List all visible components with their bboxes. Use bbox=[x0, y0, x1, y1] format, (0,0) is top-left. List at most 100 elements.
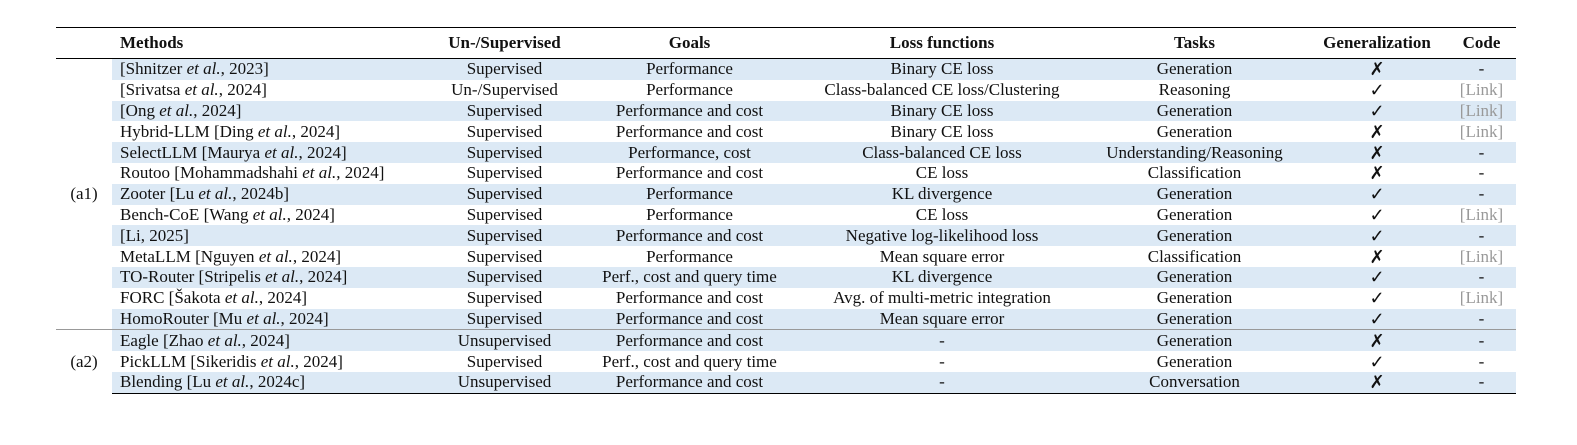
task-cell: Understanding/Reasoning bbox=[1082, 142, 1307, 163]
code-cell: - bbox=[1447, 329, 1516, 352]
table-row: [Li, 2025] Supervised Performance and cost… bbox=[56, 225, 1516, 247]
method-etal: et al. bbox=[186, 59, 221, 79]
method-etal: et al. bbox=[258, 246, 293, 266]
group-label: (a1) bbox=[56, 58, 112, 330]
table-row: Bench-CoE [Wang et al., 2024] Supervised P… bbox=[56, 205, 1516, 226]
method-cell: [Ong et al., 2024] bbox=[112, 100, 432, 122]
method-name: Zooter [Lu bbox=[120, 184, 199, 204]
method-etal: et al. bbox=[207, 330, 242, 350]
header-row: Methods Un-/Supervised Goals Loss functi… bbox=[56, 27, 1516, 59]
task-cell: Generation bbox=[1082, 183, 1307, 205]
method-etal: et al. bbox=[224, 288, 259, 308]
code-link[interactable]: [Link] bbox=[1459, 288, 1504, 308]
loss-cell: Mean square error bbox=[879, 246, 1005, 266]
generalization-mark: ✗ bbox=[1369, 246, 1385, 267]
method-name: TO-Router [Stripelis bbox=[120, 267, 266, 287]
method-name: Eagle [Zhao bbox=[120, 330, 208, 350]
code-cell: - bbox=[1478, 351, 1485, 371]
method-name: SelectLLM [Maurya bbox=[120, 142, 265, 162]
generalization-mark: ✓ bbox=[1307, 183, 1447, 205]
table-row: Blending [Lu et al., 2024c] Unsupervised P… bbox=[56, 371, 1516, 394]
goals-cell: Performance bbox=[646, 246, 733, 266]
method-etal: et al. bbox=[257, 121, 292, 141]
table-header: Methods Un-/Supervised Goals Loss functi… bbox=[56, 27, 1516, 59]
supervision-cell: Supervised bbox=[466, 351, 543, 371]
method-citation: , 2024] bbox=[280, 308, 329, 328]
method-etal: et al. bbox=[215, 372, 250, 392]
supervision-cell: Unsupervised bbox=[432, 371, 577, 394]
method-citation: , 2024] bbox=[193, 100, 242, 120]
method-name: Blending [Lu bbox=[120, 372, 216, 392]
method-citation: , 2024] bbox=[258, 288, 308, 308]
loss-cell: - bbox=[802, 371, 1082, 394]
task-cell: Reasoning bbox=[1158, 80, 1231, 100]
task-cell: Generation bbox=[1082, 58, 1307, 80]
goals-cell: Performance and cost bbox=[615, 121, 764, 141]
goals-cell: Performance and cost bbox=[577, 308, 802, 330]
method-citation: , 2023] bbox=[220, 59, 269, 79]
goals-cell: Performance bbox=[577, 58, 802, 80]
table-row: HomoRouter [Mu et al., 2024] Supervised Pe… bbox=[56, 308, 1516, 330]
generalization-mark: ✗ bbox=[1307, 329, 1447, 352]
supervision-cell: Supervised bbox=[466, 163, 543, 183]
task-cell: Generation bbox=[1156, 204, 1233, 224]
code-cell: - bbox=[1447, 266, 1516, 288]
code-link[interactable]: [Link] bbox=[1459, 246, 1504, 266]
generalization-mark: ✓ bbox=[1369, 204, 1385, 225]
method-name: [Li, 2025] bbox=[120, 225, 189, 245]
loss-cell: Class-balanced CE loss bbox=[802, 142, 1082, 163]
method-name: HomoRouter [Mu bbox=[120, 308, 247, 328]
code-cell: - bbox=[1447, 225, 1516, 247]
supervision-cell: Supervised bbox=[432, 100, 577, 122]
method-name: [Shnitzer bbox=[120, 59, 187, 79]
generalization-mark: ✓ bbox=[1369, 80, 1385, 101]
method-name: MetaLLM [Nguyen bbox=[120, 246, 259, 266]
header-tasks: Tasks bbox=[1174, 33, 1215, 52]
table-row: Routoo [Mohammadshahi et al., 2024] Super… bbox=[56, 163, 1516, 184]
loss-cell: - bbox=[802, 329, 1082, 352]
goals-cell: Perf., cost and query time bbox=[577, 266, 802, 288]
header-methods: Methods bbox=[120, 33, 184, 52]
supervision-cell: Supervised bbox=[432, 58, 577, 80]
supervision-cell: Supervised bbox=[432, 225, 577, 247]
supervision-cell: Supervised bbox=[466, 288, 543, 308]
code-cell: - bbox=[1447, 142, 1516, 163]
goals-cell: Performance bbox=[646, 204, 733, 224]
table-row: MetaLLM [Nguyen et al., 2024] Supervised P… bbox=[56, 246, 1516, 267]
method-etal: et al. bbox=[302, 163, 337, 183]
generalization-mark: ✓ bbox=[1307, 100, 1447, 122]
method-etal: et al. bbox=[159, 100, 194, 120]
method-etal: et al. bbox=[184, 80, 219, 100]
code-link[interactable]: [Link] bbox=[1459, 121, 1504, 141]
loss-cell: - bbox=[939, 351, 945, 371]
method-cell: FORC [Šakota et al., 2024] bbox=[112, 288, 432, 309]
method-cell: [Li, 2025] bbox=[112, 225, 432, 247]
method-cell: Bench-CoE [Wang et al., 2024] bbox=[112, 205, 432, 226]
generalization-mark: ✗ bbox=[1369, 121, 1385, 142]
loss-cell: KL divergence bbox=[802, 266, 1082, 288]
task-cell: Generation bbox=[1082, 329, 1307, 352]
method-cell: Hybrid-LLM [Ding et al., 2024] bbox=[112, 121, 432, 142]
table-row: [Srivatsa et al., 2024] Un-/Supervised Per… bbox=[56, 80, 1516, 101]
supervision-cell: Supervised bbox=[466, 121, 543, 141]
method-citation: , 2024b] bbox=[232, 184, 290, 204]
code-link[interactable]: [Link] bbox=[1459, 204, 1504, 224]
table-row: [Ong et al., 2024] Supervised Performance … bbox=[56, 100, 1516, 122]
supervision-cell: Supervised bbox=[432, 308, 577, 330]
generalization-mark: ✓ bbox=[1307, 225, 1447, 247]
method-citation: , 2024c] bbox=[249, 372, 306, 392]
goals-cell: Performance, cost bbox=[577, 142, 802, 163]
goals-cell: Performance and cost bbox=[577, 329, 802, 352]
method-cell: TO-Router [Stripelis et al., 2024] bbox=[112, 266, 432, 288]
code-link[interactable]: [Link] bbox=[1459, 80, 1504, 100]
goals-cell: Performance and cost bbox=[615, 163, 764, 183]
supervision-cell: Unsupervised bbox=[432, 329, 577, 352]
method-citation: , 2024] bbox=[299, 267, 348, 287]
loss-cell: Binary CE loss bbox=[802, 100, 1082, 122]
supervision-cell: Supervised bbox=[432, 266, 577, 288]
method-name: Bench-CoE [Wang bbox=[120, 204, 253, 224]
code-cell: - bbox=[1447, 371, 1516, 394]
method-name: PickLLM [Sikeridis bbox=[120, 351, 261, 371]
method-cell: MetaLLM [Nguyen et al., 2024] bbox=[112, 246, 432, 267]
code-link[interactable]: [Link] bbox=[1447, 100, 1516, 122]
